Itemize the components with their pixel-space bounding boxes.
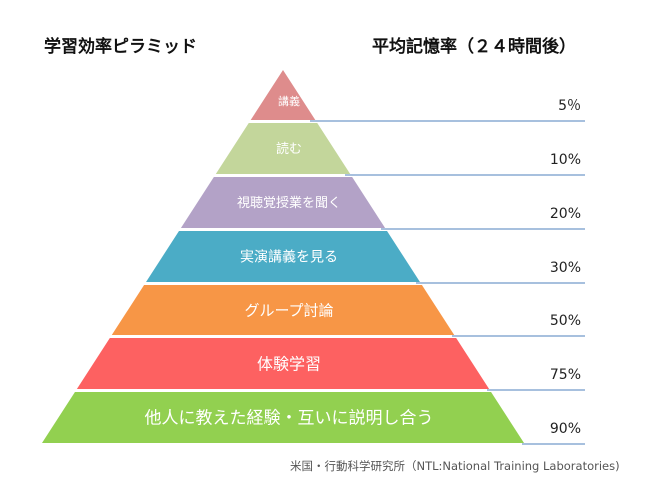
pyramid-label-1: 講義 — [278, 94, 300, 108]
pyramid-band-1 — [250, 70, 316, 120]
rate-value-7: 90% — [550, 421, 581, 437]
pyramid-label-4: 実演講義を見る — [240, 249, 338, 266]
pyramid-band-3 — [180, 177, 386, 228]
pyramid-label-3: 視聴覚授業を聞く — [237, 195, 341, 211]
pyramid-title: 学習効率ピラミッド — [44, 37, 197, 57]
rate-value-4: 30% — [550, 260, 581, 276]
rate-value-6: 75% — [550, 367, 581, 383]
pyramid-band-6 — [76, 338, 490, 389]
pyramid-label-5: グループ討論 — [244, 301, 333, 319]
retention-title: 平均記憶率（２４時間後） — [372, 37, 576, 57]
pyramid-band-4 — [146, 231, 420, 282]
source-note: 米国・行動科学研究所（NTL:National Training Laborat… — [290, 459, 620, 473]
pyramid-label-7: 他人に教えた経験・互いに説明し合う — [145, 409, 434, 429]
rate-value-5: 50% — [550, 313, 581, 329]
pyramid-band-5 — [111, 285, 455, 335]
rate-value-2: 10% — [550, 152, 581, 168]
rate-value-1: 5％ — [558, 98, 581, 114]
pyramid-band-7 — [42, 392, 524, 443]
pyramid-label-2: 読む — [276, 141, 302, 157]
pyramid-band-2 — [215, 123, 351, 174]
rate-value-3: 20% — [550, 206, 581, 222]
pyramid-label-6: 体験学習 — [257, 354, 321, 373]
